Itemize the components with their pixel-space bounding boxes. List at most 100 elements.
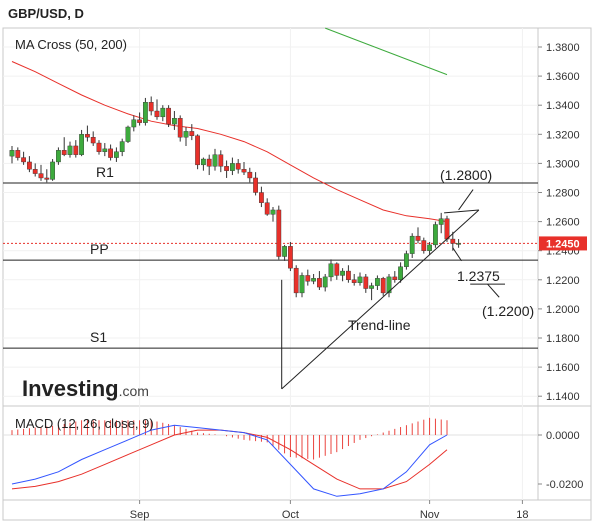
- candle-body-down: [415, 235, 421, 241]
- annotation-1-2200: (1.2200): [482, 303, 534, 319]
- candle: [200, 157, 206, 171]
- candle-body-down: [154, 110, 160, 118]
- candle-body-down: [380, 278, 386, 294]
- trend-annotations: (1.2800) 1.2375 (1.2200) Trend-line: [281, 167, 534, 390]
- candle-body-down: [264, 202, 270, 215]
- candle-body-down: [84, 134, 90, 138]
- candle-body-down: [38, 173, 44, 179]
- candle-body-up: [142, 102, 148, 123]
- candle-body-down: [195, 135, 200, 166]
- candle: [357, 272, 363, 286]
- candle-body-up: [270, 209, 276, 215]
- candle: [171, 111, 177, 130]
- candle: [351, 273, 357, 286]
- candle: [253, 172, 258, 196]
- candle-body-down: [206, 158, 212, 167]
- candle-body-up: [131, 119, 137, 128]
- candle: [183, 127, 189, 146]
- candle-body-up: [229, 163, 235, 171]
- candle: [276, 205, 282, 260]
- candle: [340, 268, 345, 282]
- candle: [119, 138, 125, 157]
- ma-200-line: [325, 27, 448, 76]
- candle-body-down: [218, 154, 224, 167]
- candle-body-down: [148, 102, 154, 112]
- annotation-1-2375: 1.2375: [457, 268, 500, 284]
- candle-body-down: [276, 209, 282, 257]
- current-price-label: 1.2450: [546, 238, 580, 250]
- macd-line: [11, 424, 448, 497]
- candle: [218, 150, 224, 173]
- candle-body-down: [253, 177, 258, 193]
- candle-body-down: [177, 118, 183, 138]
- candle: [305, 269, 311, 286]
- candle: [264, 198, 270, 216]
- candle-body-down: [27, 161, 32, 170]
- price-tick-label: 1.1400: [546, 391, 580, 403]
- candle: [375, 275, 380, 290]
- pointer-1-2200: [487, 283, 500, 298]
- candle-body-down: [235, 163, 241, 170]
- pointer-1-2800: [458, 189, 474, 211]
- candle: [195, 134, 200, 170]
- candle-body-up: [9, 150, 15, 157]
- candle-body-down: [259, 192, 264, 203]
- candle-body-down: [96, 142, 102, 152]
- candle: [50, 159, 56, 181]
- candle-body-up: [398, 266, 403, 280]
- candle: [229, 157, 235, 176]
- candle: [56, 147, 61, 165]
- annotation-1-2800: (1.2800): [440, 167, 492, 183]
- candle: [67, 141, 73, 158]
- ma-cross-label: MA Cross (50, 200): [15, 37, 127, 52]
- candle-body-up: [357, 276, 363, 283]
- level-label-pp: PP: [90, 241, 109, 257]
- time-tick-label: 18: [516, 509, 528, 521]
- candle-body-up: [433, 224, 438, 246]
- price-tick-label: 1.1800: [546, 333, 580, 345]
- candle: [392, 271, 398, 283]
- candle-body-down: [241, 169, 247, 173]
- candle-body-up: [56, 150, 61, 163]
- candle: [131, 115, 137, 132]
- candle: [125, 125, 131, 144]
- candle-body-down: [108, 148, 114, 158]
- price-tick-label: 1.3600: [546, 71, 580, 83]
- candle: [148, 96, 154, 116]
- trend-line: [281, 209, 480, 390]
- candle: [96, 140, 102, 155]
- annotation-trend-line: Trend-line: [348, 317, 411, 333]
- candle-body-down: [305, 275, 311, 282]
- candle: [38, 164, 44, 181]
- candle-body-down: [392, 276, 398, 281]
- candle-body-up: [200, 158, 206, 166]
- candle-body-down: [32, 169, 38, 174]
- price-tick-label: 1.1600: [546, 362, 580, 374]
- candle: [438, 212, 444, 234]
- candle-body-up: [299, 275, 305, 294]
- candle: [299, 272, 305, 298]
- candle: [293, 265, 299, 298]
- candle-body-up: [456, 243, 461, 245]
- candle-body-up: [340, 270, 345, 276]
- candle: [102, 143, 108, 157]
- candle: [27, 156, 32, 173]
- candle-body-up: [409, 235, 415, 254]
- candle: [456, 239, 461, 248]
- candle: [288, 241, 293, 272]
- price-tick-label: 1.2600: [546, 217, 580, 229]
- candle-body-down: [166, 107, 171, 125]
- level-label-s1: S1: [90, 329, 107, 345]
- candle-body-up: [79, 134, 85, 155]
- candle-body-down: [73, 145, 79, 155]
- candle-body-up: [160, 107, 166, 118]
- candle: [386, 273, 392, 298]
- candle-body-down: [288, 246, 293, 269]
- candle-body-down: [15, 150, 21, 158]
- moving-averages: [11, 27, 448, 223]
- candle: [9, 145, 15, 164]
- candle: [166, 105, 171, 128]
- candle: [409, 233, 415, 258]
- candle-body-down: [317, 278, 322, 288]
